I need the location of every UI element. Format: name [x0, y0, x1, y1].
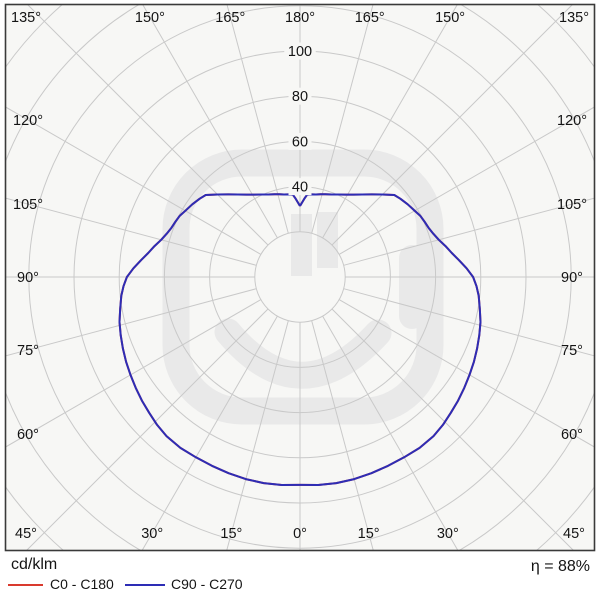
radial-label-bg	[288, 132, 312, 150]
radial-tick-label: 40	[292, 180, 308, 196]
angle-label: 75°	[17, 343, 39, 359]
efficiency-label: η = 88%	[530, 558, 590, 575]
angle-label: 150°	[435, 10, 465, 26]
plot-border	[4, 3, 596, 552]
unit-label: cd/klm	[11, 556, 58, 573]
angle-label: 105°	[13, 197, 43, 213]
legend-swatch-c90-c270	[125, 584, 165, 586]
grid-spoke	[142, 5, 278, 239]
radial-tick-label: 80	[292, 89, 308, 105]
angle-label: 30°	[437, 526, 459, 542]
watermark-ring	[162, 149, 444, 425]
grid-spoke	[343, 288, 594, 357]
angle-label: 45°	[563, 526, 585, 542]
watermark-bar	[291, 214, 312, 276]
angle-label: 105°	[557, 197, 587, 213]
angle-label: 150°	[135, 10, 165, 26]
angle-label: 60°	[561, 427, 583, 443]
radial-tick-label: 60	[292, 134, 308, 150]
angle-label: 120°	[557, 113, 587, 129]
radial-label-bg	[288, 178, 312, 196]
angle-label: 165°	[355, 10, 385, 26]
watermark-bar	[317, 212, 338, 268]
angle-label: 30°	[141, 526, 163, 542]
grid-spoke	[343, 197, 594, 266]
legend-label-c90-c270: C90 - C270	[171, 576, 243, 592]
angle-label: 45°	[15, 526, 37, 542]
grid-spoke	[338, 106, 594, 255]
angle-label: 120°	[13, 113, 43, 129]
angle-label: 60°	[17, 427, 39, 443]
grid-spoke	[6, 197, 257, 266]
angle-label: 165°	[215, 10, 245, 26]
angle-label: 0°	[293, 526, 307, 542]
grid-spoke	[322, 5, 458, 239]
grid-spoke	[6, 299, 262, 448]
angle-label: 180°	[285, 10, 315, 26]
angle-label: 135°	[559, 10, 589, 26]
grid-spoke	[226, 5, 289, 234]
legend-swatch-c0-c180	[8, 584, 43, 586]
grid-spoke	[322, 315, 459, 550]
legend-label-c0-c180: C0 - C180	[50, 576, 114, 592]
angle-label: 15°	[358, 526, 380, 542]
grid-spoke	[338, 299, 594, 448]
radial-label-bg	[288, 87, 312, 105]
grid-spoke	[311, 320, 374, 550]
grid-spoke	[27, 5, 269, 246]
grid-spoke	[141, 315, 278, 550]
grid-spoke	[26, 308, 269, 550]
radial-tick-labels: 40 60 80 100	[284, 42, 316, 196]
curves	[118, 193, 482, 486]
radial-label-bg	[284, 42, 316, 60]
grid-spoke	[331, 308, 574, 550]
curve-c90-c270	[118, 193, 482, 486]
angle-label: 90°	[17, 270, 39, 286]
grid-spoke	[311, 5, 374, 234]
grid-spoke	[6, 106, 262, 255]
watermark-hook	[214, 318, 392, 389]
angle-label: 90°	[561, 270, 583, 286]
angle-label: 15°	[220, 526, 242, 542]
watermark-logo-icon	[162, 149, 444, 425]
grid-spoke	[6, 288, 257, 357]
angle-labels: 0° 15° 15° 30° 30° 45° 45° 60° 60° 75° 75° 90° 90° 10…	[11, 10, 589, 542]
grid-spoke	[226, 320, 289, 550]
grid-spoke	[331, 5, 573, 246]
radial-tick-label: 100	[288, 44, 312, 60]
angle-label: 135°	[11, 10, 41, 26]
angle-label: 75°	[561, 343, 583, 359]
